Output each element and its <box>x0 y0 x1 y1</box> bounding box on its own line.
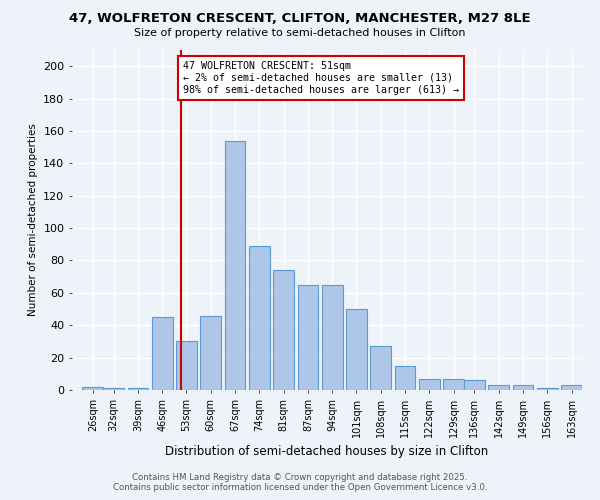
Text: Contains HM Land Registry data © Crown copyright and database right 2025.
Contai: Contains HM Land Registry data © Crown c… <box>113 473 487 492</box>
Bar <box>224 140 245 390</box>
Bar <box>176 342 197 390</box>
Bar <box>200 316 221 390</box>
Bar <box>443 378 464 390</box>
Bar <box>488 385 509 390</box>
Bar <box>537 388 558 390</box>
Text: 47, WOLFRETON CRESCENT, CLIFTON, MANCHESTER, M27 8LE: 47, WOLFRETON CRESCENT, CLIFTON, MANCHES… <box>69 12 531 26</box>
Bar <box>103 388 124 390</box>
Bar <box>128 388 148 390</box>
Bar <box>152 317 173 390</box>
Bar <box>512 385 533 390</box>
Bar <box>370 346 391 390</box>
Text: Size of property relative to semi-detached houses in Clifton: Size of property relative to semi-detach… <box>134 28 466 38</box>
Bar <box>346 309 367 390</box>
Bar <box>464 380 485 390</box>
Bar <box>298 285 319 390</box>
X-axis label: Distribution of semi-detached houses by size in Clifton: Distribution of semi-detached houses by … <box>166 446 488 458</box>
Bar <box>82 387 103 390</box>
Text: 47 WOLFRETON CRESCENT: 51sqm
← 2% of semi-detached houses are smaller (13)
98% o: 47 WOLFRETON CRESCENT: 51sqm ← 2% of sem… <box>183 62 459 94</box>
Bar <box>419 378 440 390</box>
Bar <box>249 246 270 390</box>
Y-axis label: Number of semi-detached properties: Number of semi-detached properties <box>28 124 38 316</box>
Bar <box>561 385 582 390</box>
Bar <box>395 366 415 390</box>
Bar <box>273 270 294 390</box>
Bar <box>322 285 343 390</box>
